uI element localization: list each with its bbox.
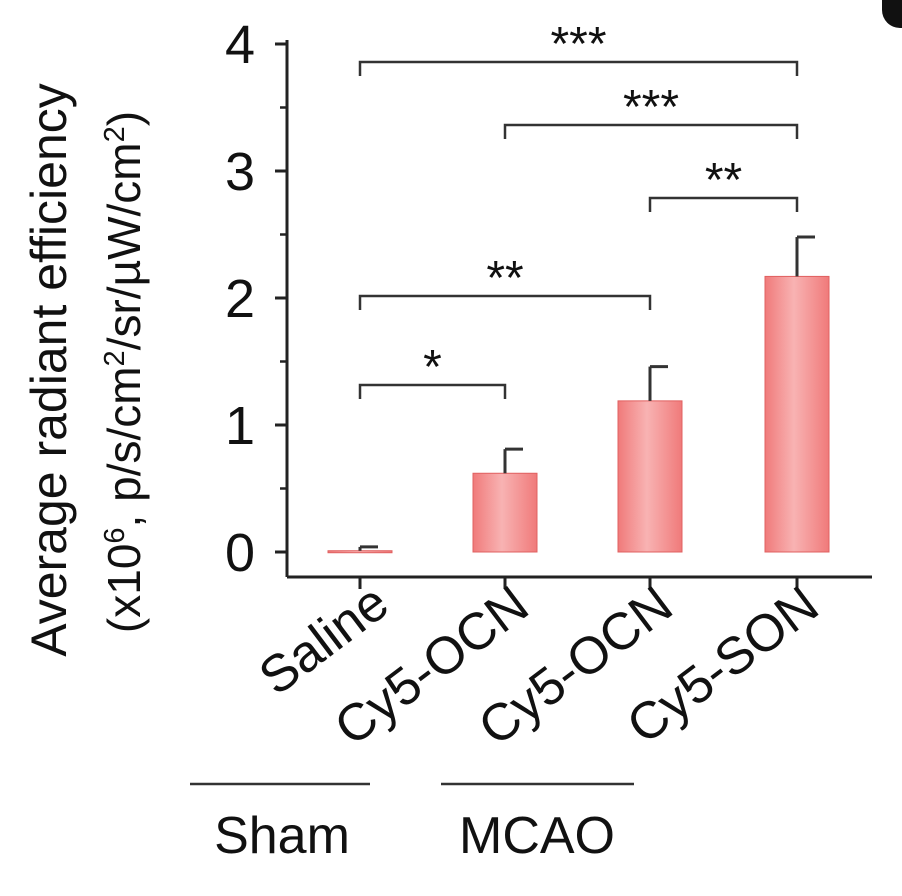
group-label: Sham [214, 807, 350, 865]
significance-label: * [423, 341, 442, 394]
corner-mark [882, 0, 902, 28]
y-ticks: 0 1 2 3 4 [225, 15, 287, 583]
y-tick-label: 1 [225, 396, 255, 456]
significance-bracket [503, 123, 799, 139]
bar [327, 550, 393, 554]
y-axis-title-line1: Average radiant efficiency [21, 83, 77, 657]
significance-bracket [358, 383, 507, 399]
y-tick-label: 0 [225, 523, 255, 583]
bars [327, 235, 830, 554]
group-label: MCAO [459, 807, 615, 865]
significance-label: *** [623, 81, 679, 134]
bar [472, 472, 538, 553]
significance-bracket [358, 294, 652, 310]
significance-label: *** [550, 18, 606, 71]
significance-label: ** [705, 154, 742, 207]
significance-brackets: *********** [358, 18, 799, 399]
bar [764, 275, 830, 553]
y-tick-label: 4 [225, 15, 255, 75]
significance-bracket [358, 60, 799, 76]
y-tick-label: 2 [225, 269, 255, 329]
group-labels: Sham MCAO [190, 782, 634, 865]
significance-label: ** [486, 252, 523, 305]
significance-bracket [648, 196, 799, 212]
bar [617, 400, 683, 553]
y-axis-title-line2: (x106, p/s/cm2/sr/µW/cm2) [98, 111, 150, 633]
y-tick-label: 3 [225, 142, 255, 202]
